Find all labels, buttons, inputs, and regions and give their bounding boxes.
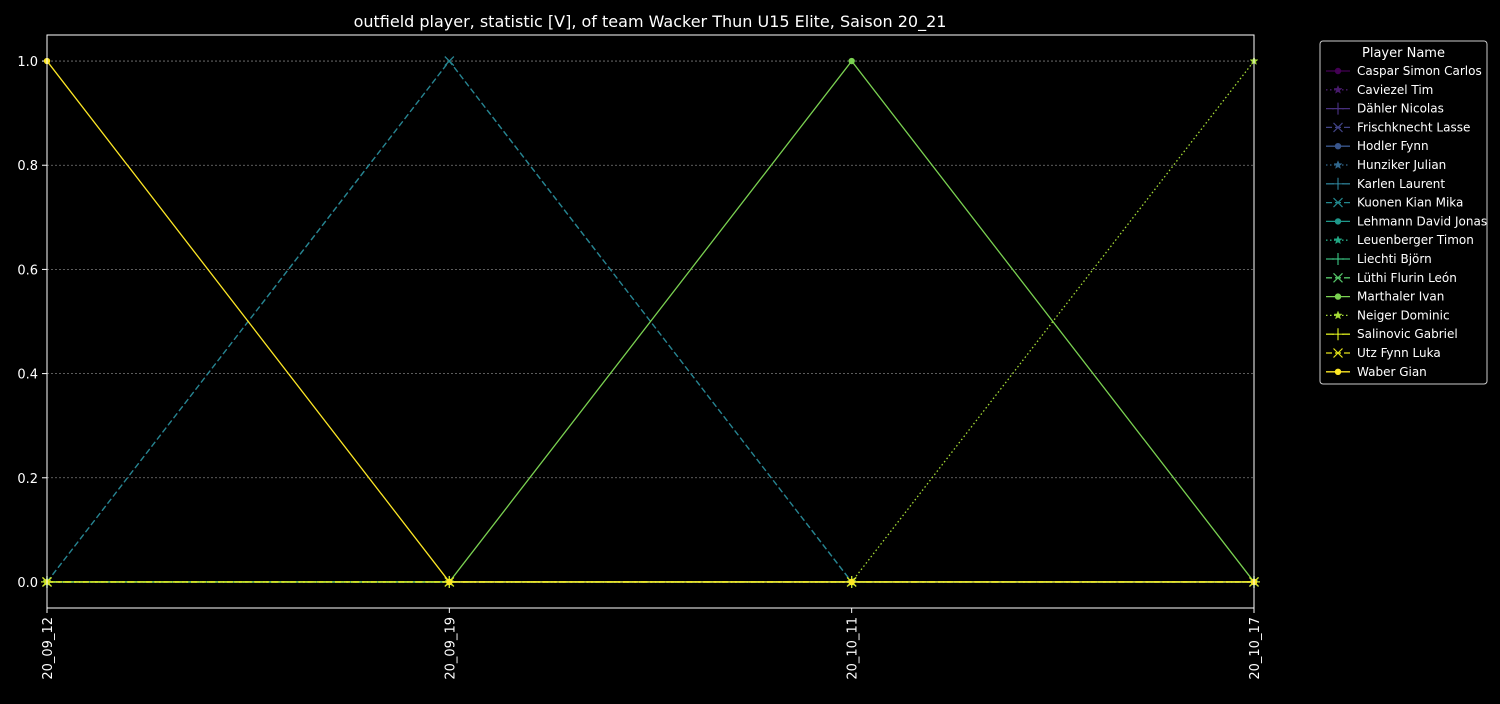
legend-item: Kuonen Kian Mika bbox=[1326, 196, 1463, 210]
legend-swatch-marker bbox=[1332, 328, 1344, 341]
legend-label: Caspar Simon Carlos bbox=[1357, 64, 1482, 78]
x-tick-label: 20_09_12 bbox=[41, 617, 56, 680]
legend-swatch-marker bbox=[1334, 293, 1342, 300]
legend-item: Neiger Dominic bbox=[1326, 308, 1450, 322]
legend: Player Name Caspar Simon Carlos Caviezel T… bbox=[1319, 40, 1488, 385]
legend-item: Marthaler Ivan bbox=[1326, 290, 1444, 304]
chart-title: outfield player, statistic [V], of team … bbox=[354, 12, 947, 32]
series-group bbox=[43, 57, 1258, 586]
data-point bbox=[446, 578, 453, 586]
y-tick-label: 0.4 bbox=[17, 368, 38, 383]
legend-label: Karlen Laurent bbox=[1357, 177, 1445, 191]
legend-swatch-marker bbox=[1333, 310, 1343, 320]
legend-item: Caviezel Tim bbox=[1326, 83, 1433, 97]
legend-label: Lehmann David Jonas bbox=[1357, 214, 1487, 228]
legend-item: Karlen Laurent bbox=[1326, 177, 1445, 191]
y-tick-label: 0.6 bbox=[17, 263, 38, 278]
legend-title: Player Name bbox=[1362, 46, 1445, 61]
x-tick-label: 20_10_11 bbox=[846, 617, 861, 680]
legend-label: Lüthi Flurin León bbox=[1357, 271, 1457, 285]
legend-item: Hunziker Julian bbox=[1326, 158, 1446, 172]
legend-label: Frischknecht Lasse bbox=[1357, 120, 1470, 134]
legend-label: Marthaler Ivan bbox=[1357, 290, 1444, 304]
legend-item: Waber Gian bbox=[1326, 365, 1427, 379]
legend-label: Salinovic Gabriel bbox=[1357, 327, 1458, 341]
plot-area: 0.0 0.2 0.4 0.6 0.8 1.0 20_09_12 20_09_19 20_10_… bbox=[17, 34, 1263, 680]
legend-swatch-marker bbox=[1333, 122, 1343, 133]
legend-label: Hodler Fynn bbox=[1357, 139, 1429, 153]
legend-label: Waber Gian bbox=[1357, 365, 1427, 379]
legend-item: Dähler Nicolas bbox=[1326, 102, 1444, 116]
legend-swatch-marker bbox=[1332, 253, 1344, 265]
plot-frame bbox=[46, 34, 1255, 609]
series-group bbox=[43, 57, 1258, 586]
legend-label: Kuonen Kian Mika bbox=[1357, 196, 1463, 210]
legend-item: Leuenberger Timon bbox=[1326, 233, 1474, 247]
legend-label: Dähler Nicolas bbox=[1357, 102, 1444, 116]
legend-item: Lehmann David Jonas bbox=[1326, 214, 1487, 228]
legend-swatch-marker bbox=[1333, 235, 1343, 245]
legend-item: Hodler Fynn bbox=[1326, 139, 1429, 153]
legend-label: Caviezel Tim bbox=[1357, 83, 1433, 97]
legend-item: Frischknecht Lasse bbox=[1326, 120, 1470, 134]
legend-swatch-marker bbox=[1332, 177, 1344, 190]
legend-label: Neiger Dominic bbox=[1357, 308, 1450, 322]
legend-item: Liechti Björn bbox=[1326, 252, 1432, 266]
legend-swatch-marker bbox=[1333, 272, 1343, 283]
data-point bbox=[848, 57, 855, 65]
series-line bbox=[47, 59, 1255, 583]
data-point bbox=[848, 578, 855, 586]
legend-swatch-marker bbox=[1334, 368, 1342, 375]
legend-box bbox=[1319, 40, 1488, 385]
legend-swatch-marker bbox=[1334, 67, 1342, 75]
legend-label: Liechti Björn bbox=[1357, 252, 1432, 266]
y-tick-label: 0.8 bbox=[17, 159, 38, 174]
legend-item: Lüthi Flurin León bbox=[1326, 271, 1457, 285]
legend-swatch-marker bbox=[1333, 197, 1343, 208]
y-tick-label: 0.0 bbox=[17, 576, 38, 591]
series-line bbox=[46, 60, 1254, 583]
data-point bbox=[444, 56, 455, 66]
y-tick-label: 1.0 bbox=[17, 55, 38, 70]
legend-label: Hunziker Julian bbox=[1357, 158, 1446, 172]
legend-item: Utz Fynn Luka bbox=[1326, 346, 1441, 360]
legend-swatch-marker bbox=[1333, 84, 1343, 94]
legend-swatch-marker bbox=[1332, 102, 1344, 115]
x-tick-label: 20_10_17 bbox=[1248, 617, 1263, 680]
legend-item: Salinovic Gabriel bbox=[1326, 327, 1458, 341]
legend-swatch-marker bbox=[1334, 143, 1342, 150]
legend-swatch-marker bbox=[1334, 218, 1342, 225]
legend-item: Caspar Simon Carlos bbox=[1326, 64, 1482, 78]
legend-swatch-marker bbox=[1333, 348, 1343, 358]
legend-label: Leuenberger Timon bbox=[1357, 233, 1474, 247]
legend-label: Utz Fynn Luka bbox=[1357, 346, 1441, 360]
x-tick-label: 20_09_19 bbox=[443, 617, 458, 680]
legend-swatch-marker bbox=[1333, 160, 1343, 169]
y-tick-label: 0.2 bbox=[17, 472, 38, 487]
